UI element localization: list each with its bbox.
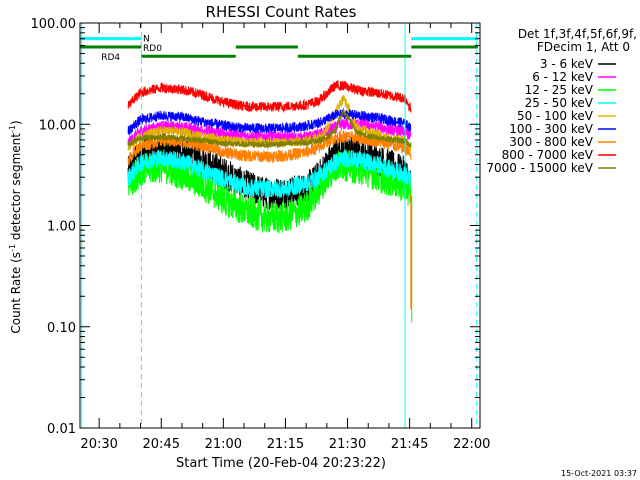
state-bar-label-1: N [143, 35, 150, 45]
legend-label-7: 300 - 800 keV [509, 135, 593, 149]
legend-label-4: 25 - 50 keV [525, 96, 594, 110]
x-axis-label: Start Time (20-Feb-04 20:23:22) [176, 456, 386, 471]
x-axis: 20:30 20:45 21:00 21:15 21:30 21:45 22:00 [80, 23, 490, 452]
x-tick-label-5: 21:30 [329, 437, 366, 452]
y-axis-label: Count Rate (s-1 detector segment-1) [8, 120, 23, 333]
y-axis-label-sup1: -1 [8, 244, 17, 252]
series-line-9 [127, 107, 412, 150]
y-axis-label-sup2: -1 [8, 125, 17, 133]
legend-label-5: 50 - 100 keV [517, 109, 594, 123]
y-tick-label-4: 0.10 [47, 321, 76, 336]
y-tick-label-2: 10.00 [39, 118, 76, 133]
state-bar-label-2: RD0 [143, 44, 162, 54]
series-line-4 [127, 149, 412, 198]
legend-label-1: 3 - 6 keV [540, 57, 594, 71]
state-bar-label-3: RD4 [101, 53, 120, 63]
y-axis: 100.00 10.00 1.00 0.10 0.01 [31, 17, 480, 437]
series-line-1 [127, 132, 412, 211]
legend-label-8: 800 - 7000 keV [502, 148, 594, 162]
legend-label-3: 12 - 25 keV [525, 83, 594, 97]
legend-label-9: 7000 - 15000 keV [486, 161, 593, 175]
legend-header-2: FDecim 1, Att 0 [537, 40, 630, 54]
x-tick-label-2: 20:45 [143, 437, 180, 452]
timestamp: 15-Oct-2021 03:37 [561, 469, 637, 478]
x-tick-label-7: 22:00 [453, 437, 490, 452]
series-line-6 [127, 108, 412, 136]
legend-label-2: 6 - 12 keV [532, 70, 594, 84]
y-axis-label-end: ) [9, 120, 23, 125]
x-tick-label-3: 21:00 [205, 437, 242, 452]
x-tick-label-6: 21:45 [391, 437, 428, 452]
series-line-8 [127, 80, 412, 114]
legend-header-1: Det 1f,3f,4f,5f,6f,9f, [518, 27, 637, 41]
y-axis-label-main: Count Rate (s [9, 252, 23, 334]
chart-title: RHESSI Count Rates [206, 3, 357, 21]
y-tick-label-5: 0.01 [47, 422, 76, 437]
legend-label-6: 100 - 300 keV [509, 122, 593, 136]
y-axis-label-mid: detector segment [9, 133, 23, 244]
y-tick-label-1: 100.00 [31, 17, 77, 32]
x-tick-label-1: 20:30 [80, 437, 117, 452]
y-tick-label-3: 1.00 [47, 220, 76, 235]
x-tick-label-4: 21:15 [267, 437, 304, 452]
